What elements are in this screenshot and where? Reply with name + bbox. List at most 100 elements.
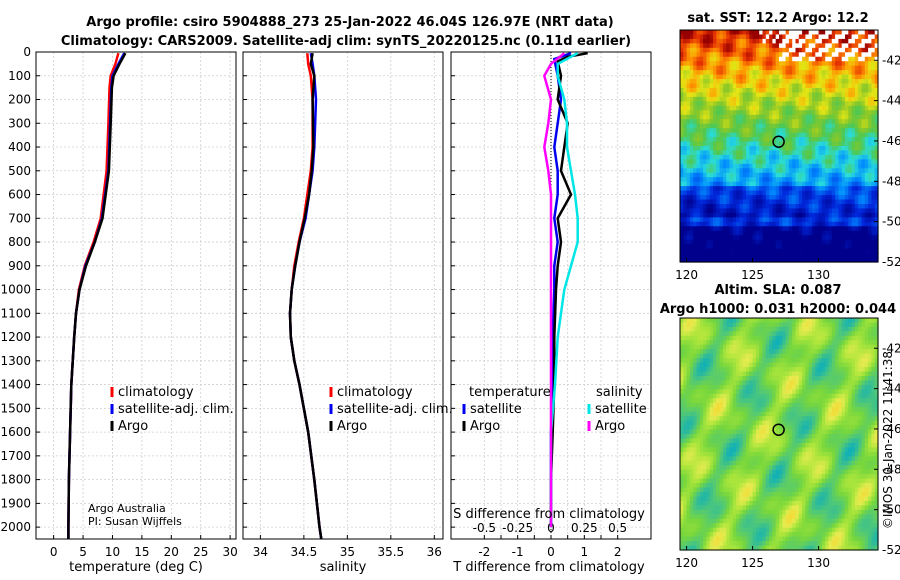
map-cell	[755, 199, 760, 205]
map-cell	[775, 88, 780, 94]
map-cell	[868, 83, 872, 89]
map-cell	[746, 402, 750, 408]
map-cell	[686, 199, 691, 205]
map-cell	[841, 65, 846, 71]
map-cell	[680, 128, 684, 134]
map-cell	[746, 70, 750, 76]
map-cell	[835, 326, 839, 332]
map-cell	[716, 340, 721, 346]
map-cell	[755, 56, 760, 62]
map-cell	[845, 331, 849, 337]
map-cell	[769, 65, 773, 71]
map-cell	[845, 114, 849, 120]
map-cell	[732, 79, 737, 85]
map-cell	[716, 172, 721, 178]
map-cell	[798, 398, 803, 404]
map-cell	[726, 38, 731, 44]
map-cell	[851, 110, 856, 116]
map-cell	[858, 416, 863, 422]
map-cell	[696, 79, 701, 85]
map-cell	[874, 83, 879, 89]
map-cell	[792, 425, 797, 431]
map-cell	[689, 119, 694, 125]
map-cell	[848, 199, 853, 205]
map-cell	[755, 384, 760, 390]
map-cell	[696, 376, 701, 382]
map-cell	[762, 88, 767, 94]
map-cell	[831, 411, 836, 417]
map-cell	[838, 38, 843, 44]
map-cell	[713, 123, 717, 129]
map-cell	[703, 411, 707, 417]
map-cell	[696, 226, 701, 232]
map-cell	[769, 226, 773, 232]
map-cell	[742, 137, 747, 143]
map-cell	[699, 168, 704, 174]
map-cell	[749, 326, 754, 332]
map-cell	[709, 123, 714, 129]
map-cell	[686, 376, 691, 382]
map-cell	[722, 128, 727, 134]
map-cell	[775, 163, 780, 169]
map-cell	[854, 190, 859, 196]
map-cell	[752, 163, 757, 169]
map-cell	[805, 168, 810, 174]
map-cell	[775, 335, 780, 341]
map-cell	[815, 384, 820, 390]
series-line-climatology	[288, 53, 323, 539]
map-cell	[835, 70, 839, 76]
map-cell	[825, 335, 830, 341]
map-cell	[838, 217, 843, 223]
map-cell	[782, 43, 787, 49]
map-cell	[713, 96, 717, 102]
map-cell	[845, 358, 849, 364]
map-cell	[732, 119, 737, 125]
map-cell	[680, 79, 684, 85]
map-cell	[788, 195, 793, 201]
map-cell	[693, 79, 698, 85]
map-cell	[716, 61, 721, 67]
map-cell	[686, 110, 691, 116]
map-cell	[693, 163, 698, 169]
map-cell	[798, 110, 803, 116]
map-cell	[851, 331, 856, 337]
map-cell	[838, 371, 843, 377]
map-cell	[858, 393, 863, 399]
map-cell	[696, 217, 701, 223]
map-cell	[854, 150, 859, 156]
map-cell	[825, 141, 830, 147]
map-cell	[703, 257, 707, 263]
map-cell	[736, 146, 740, 152]
map-cell	[732, 146, 737, 152]
map-cell	[821, 221, 826, 227]
depth-tick-label: 200	[8, 93, 31, 107]
map-cell	[874, 128, 879, 134]
map-cell	[765, 181, 770, 187]
map-cell	[693, 389, 698, 395]
map-cell	[848, 407, 853, 413]
map-cell	[782, 163, 787, 169]
map-cell	[699, 362, 704, 368]
map-cell	[689, 92, 694, 98]
map-cell	[722, 79, 727, 85]
map-cell	[726, 358, 731, 364]
map-cell	[838, 146, 843, 152]
map-cell	[713, 340, 717, 346]
map-cell	[775, 331, 780, 337]
x-tick-label: 5	[79, 545, 87, 559]
map-cell	[755, 244, 760, 250]
map-cell	[792, 43, 797, 49]
map-cell	[775, 326, 780, 332]
map-cell	[703, 326, 707, 332]
map-cell	[736, 371, 740, 377]
s-tick-label: 0.5	[608, 521, 627, 535]
map-cell	[871, 208, 876, 214]
map-cell	[802, 92, 806, 98]
map-cell	[683, 132, 688, 138]
map-cell	[831, 146, 836, 152]
map-cell	[709, 43, 714, 49]
map-cell	[749, 204, 754, 210]
map-cell	[762, 168, 767, 174]
map-cell	[703, 119, 707, 125]
map-cell	[841, 110, 846, 116]
